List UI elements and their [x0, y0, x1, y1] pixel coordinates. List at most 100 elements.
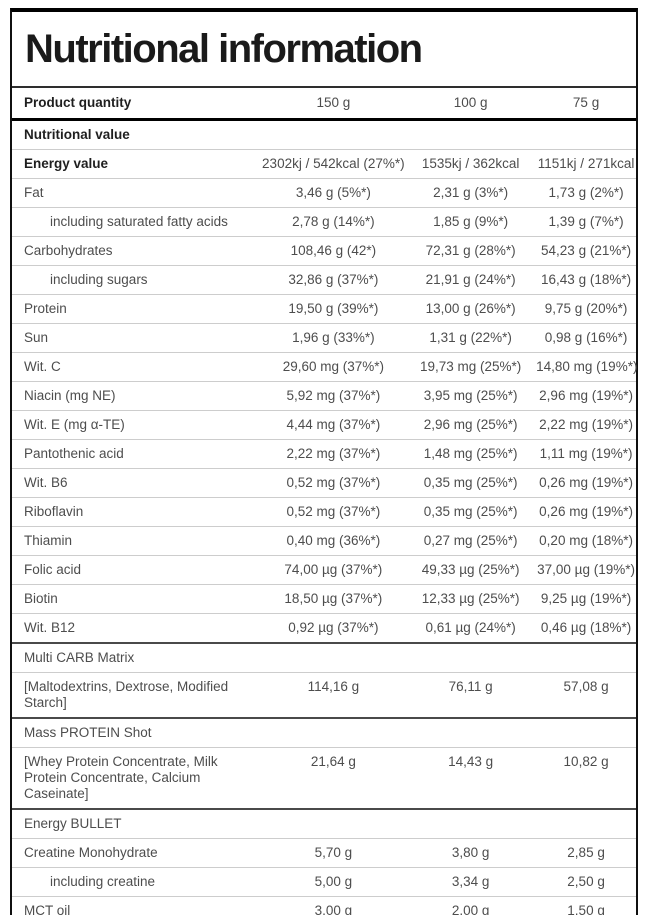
table-row: Wit. B6 0,52 mg (37%*) 0,35 mg (25%*) 0,26 … — [12, 468, 636, 498]
table-row: Pantothenic acid 2,22 mg (37%*) 1,48 mg (2… — [12, 439, 636, 469]
section-row: Energy BULLET — [12, 809, 636, 839]
row-value: 9,75 g (20%*) — [544, 301, 628, 316]
row-label: Folic acid — [24, 562, 82, 577]
table-row: MCT oil 3,00 g 2,00 g 1,50 g — [12, 896, 636, 915]
row-value: 9,25 µg (19%*) — [540, 591, 632, 606]
row-value: 0,35 mg (25%*) — [423, 504, 518, 519]
row-value: 72,31 g (28%*) — [425, 243, 516, 258]
row-value: 1,73 g (2%*) — [548, 185, 624, 200]
table-row: Energy value 2302kj / 542kcal (27%*) 1535k… — [12, 149, 636, 179]
table-row: Fat 3,46 g (5%*) 2,31 g (3%*) 1,73 g (2%*) — [12, 178, 636, 208]
nutrition-table: Product quantity 150 g 100 g 75 g Nutrit… — [12, 88, 638, 915]
row-value: 3,34 g — [451, 874, 490, 889]
row-value: 1,50 g — [567, 903, 605, 915]
row-value: 1,96 g (33%*) — [292, 330, 375, 345]
row-value: 57,08 g — [563, 679, 609, 694]
row-value: 74,00 µg (37%*) — [284, 562, 383, 577]
row-label: MCT oil — [24, 903, 71, 915]
table-row: Niacin (mg NE) 5,92 mg (37%*) 3,95 mg (25%… — [12, 381, 636, 411]
table-row: including sugars 32,86 g (37%*) 21,91 g (2… — [12, 265, 636, 295]
row-value: 19,73 mg (25%*) — [419, 359, 522, 374]
row-value: 5,00 g — [314, 874, 353, 889]
row-value: 2,50 g — [567, 874, 605, 889]
row-label: Niacin (mg NE) — [24, 388, 116, 403]
row-value: 1535kj / 362kcal — [421, 156, 520, 171]
section-row: Mass PROTEIN Shot — [12, 718, 636, 748]
row-value: 14,43 g — [448, 754, 494, 769]
row-label: Carbohydrates — [24, 243, 113, 258]
row-value: 18,50 µg (37%*) — [284, 591, 383, 606]
row-value: 2302kj / 542kcal (27%*) — [262, 156, 405, 171]
row-value: 3,80 g — [451, 845, 490, 860]
row-value: 32,86 g (37%*) — [288, 272, 379, 287]
row-value: 2,22 mg (37%*) — [286, 446, 381, 461]
row-value: 12,33 µg (25%*) — [421, 591, 520, 606]
table-row: including creatine 5,00 g 3,34 g 2,50 g — [12, 867, 636, 897]
row-label: Protein — [24, 301, 67, 316]
row-value: 3,00 g — [314, 903, 353, 915]
table-row: Wit. E (mg α-TE) 4,44 mg (37%*) 2,96 mg (2… — [12, 410, 636, 440]
row-value: 0,26 mg (19%*) — [539, 475, 633, 490]
row-value: 0,92 µg (37%*) — [288, 620, 379, 635]
row-label: Riboflavin — [24, 504, 84, 519]
title-bar: Nutritional information — [12, 12, 636, 88]
row-value: 10,82 g — [563, 754, 609, 769]
row-value: 1,85 g (9%*) — [433, 214, 509, 229]
table-row: [Maltodextrins, Dextrose, Modified Starc… — [12, 672, 636, 719]
row-value: 5,92 mg (37%*) — [286, 388, 381, 403]
row-value: 0,35 mg (25%*) — [423, 475, 518, 490]
page-title: Nutritional information — [25, 27, 423, 71]
row-value: 1,31 g (22%*) — [429, 330, 512, 345]
quantity-column-150g: 150 g — [316, 95, 351, 110]
row-value: 2,96 mg (19%*) — [539, 388, 633, 403]
row-label: Wit. B12 — [24, 620, 76, 635]
row-value: 0,27 mg (25%*) — [423, 533, 518, 548]
row-value: 21,64 g — [310, 754, 356, 769]
table-row: Carbohydrates 108,46 g (42*) 72,31 g (28%*… — [12, 236, 636, 266]
row-value: 2,78 g (14%*) — [292, 214, 375, 229]
table-row: Biotin 18,50 µg (37%*) 12,33 µg (25%*) 9,25… — [12, 584, 636, 614]
row-value: 0,98 g (16%*) — [544, 330, 628, 345]
row-label: Wit. C — [24, 359, 61, 374]
row-value: 16,43 g (18%*) — [541, 272, 632, 287]
row-label: including creatine — [50, 874, 156, 889]
row-label: [Whey Protein Concentrate, Milk Protein … — [24, 754, 218, 801]
row-value: 0,61 µg (24%*) — [425, 620, 516, 635]
row-value: 19,50 g (39%*) — [288, 301, 379, 316]
row-value: 37,00 µg (19%*) — [537, 562, 635, 577]
row-value: 3,95 mg (25%*) — [423, 388, 518, 403]
row-value: 5,70 g — [314, 845, 353, 860]
section-label: Multi CARB Matrix — [24, 650, 135, 665]
row-value: 0,52 mg (37%*) — [286, 475, 381, 490]
row-value: 54,23 g (21%*) — [541, 243, 632, 258]
row-value: 114,16 g — [307, 679, 360, 694]
section-row: Nutritional value — [12, 119, 636, 150]
row-value: 2,96 mg (25%*) — [423, 417, 518, 432]
row-value: 29,60 mg (37%*) — [282, 359, 384, 374]
row-value: 1,11 mg (19%*) — [539, 446, 633, 461]
row-label: Pantothenic acid — [24, 446, 124, 461]
row-label: including sugars — [50, 272, 148, 287]
table-row: [Whey Protein Concentrate, Milk Protein … — [12, 747, 636, 810]
row-label: Wit. B6 — [24, 475, 68, 490]
row-value: 2,85 g — [567, 845, 605, 860]
nutrition-table-container: Nutritional information Product quantity… — [10, 8, 638, 915]
table-row: Folic acid 74,00 µg (37%*) 49,33 µg (25%*)… — [12, 555, 636, 585]
product-quantity-label: Product quantity — [24, 95, 132, 110]
row-value: 0,46 µg (18%*) — [540, 620, 632, 635]
row-value: 14,80 mg (19%*) — [536, 359, 638, 374]
row-label: Wit. E (mg α-TE) — [24, 417, 125, 432]
row-value: 3,46 g (5%*) — [295, 185, 371, 200]
row-value: 0,20 mg (18%*) — [539, 533, 633, 548]
row-value: 1151kj / 271kcal — [537, 156, 635, 171]
table-row: Creatine Monohydrate 5,70 g 3,80 g 2,85 g — [12, 838, 636, 868]
row-label: [Maltodextrins, Dextrose, Modified Starc… — [24, 679, 229, 710]
row-value: 108,46 g (42*) — [290, 243, 377, 258]
section-label: Mass PROTEIN Shot — [24, 725, 152, 740]
row-value: 49,33 µg (25%*) — [421, 562, 520, 577]
row-value: 2,22 mg (19%*) — [539, 417, 633, 432]
row-label: Fat — [24, 185, 44, 200]
row-label: Biotin — [24, 591, 58, 606]
table-row: Protein 19,50 g (39%*) 13,00 g (26%*) 9,75 … — [12, 294, 636, 324]
